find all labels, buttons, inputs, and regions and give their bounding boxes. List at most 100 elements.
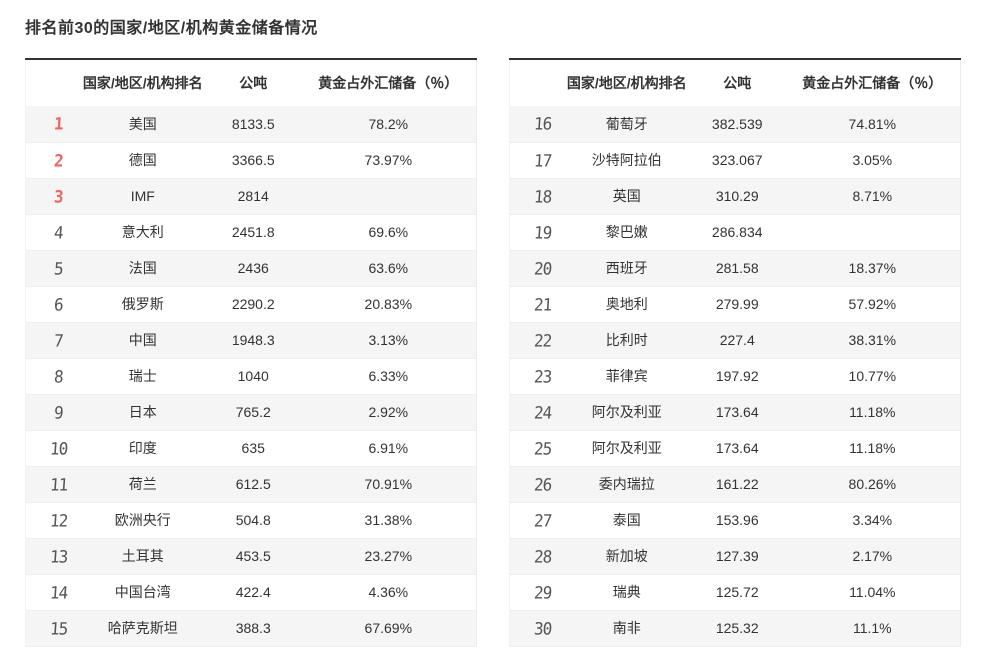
- tonnes-cell: 2290.2: [231, 296, 275, 312]
- country-cell: 委内瑞拉: [598, 476, 655, 492]
- tonnes-cell: 153.96: [715, 512, 759, 528]
- pct-cell: 69.6%: [368, 224, 409, 240]
- pct-cell: 11.18%: [849, 440, 896, 456]
- rank-cell: 30: [510, 610, 564, 646]
- tonnes-cell: 8133.5: [231, 115, 275, 132]
- table-row: 7 中国 1948.3 3.13%: [25, 322, 477, 358]
- tonnes-cell: 323.067: [711, 152, 763, 168]
- table-row: 3 IMF 2814: [25, 178, 477, 214]
- pct-cell: 20.83%: [364, 296, 413, 312]
- pct-cell: 70.91%: [364, 476, 413, 492]
- country-cell: 新加坡: [605, 548, 648, 564]
- pct-cell: 23.27%: [364, 548, 413, 564]
- table-row: 28 新加坡 127.39 2.17%: [509, 538, 961, 574]
- tonnes-cell: 504.8: [235, 512, 271, 528]
- pct-cell: 3.05%: [852, 152, 893, 168]
- rank-number: 28: [532, 546, 552, 566]
- rank-number: 10: [48, 438, 68, 458]
- pct-cell: 6.33%: [368, 368, 409, 384]
- country-cell: 南非: [612, 620, 641, 636]
- country-cell: 阿尔及利亚: [591, 440, 662, 456]
- rank-column-header: [509, 59, 564, 106]
- pct-cell: 2.92%: [368, 404, 409, 420]
- rank-number: 20: [532, 258, 552, 278]
- tables-container: 国家/地区/机构排名 公吨 黄金占外汇储备（％） 1 美国 8133.5 78.2% 2…: [25, 58, 989, 647]
- tonnes-cell: 310.29: [715, 188, 759, 204]
- country-cell: 中国台湾: [114, 584, 171, 600]
- pct-cell: 63.6%: [368, 260, 409, 276]
- table-row: 11 荷兰 612.5 70.91%: [25, 466, 477, 502]
- tonnes-cell: 279.99: [715, 296, 759, 312]
- country-cell: 印度: [128, 440, 157, 456]
- name-column-header: 国家/地区/机构排名: [563, 59, 690, 106]
- name-column-header: 国家/地区/机构排名: [79, 59, 206, 106]
- pct-cell: [301, 178, 477, 214]
- rank-number: 27: [532, 510, 552, 530]
- table-row: 5 法国 2436 63.6%: [25, 250, 477, 286]
- rank-number: 6: [53, 294, 64, 314]
- tonnes-cell: 161.22: [715, 476, 759, 492]
- tonnes-cell: 1040: [237, 368, 269, 384]
- rank-number: 30: [532, 618, 552, 638]
- rank-number: 25: [532, 438, 552, 458]
- table-row: 1 美国 8133.5 78.2%: [25, 106, 477, 142]
- rank-number: 21: [532, 294, 552, 314]
- pct-cell: 73.97%: [364, 152, 413, 168]
- rank-number: 11: [48, 474, 68, 494]
- rank-cell: 12: [26, 502, 80, 538]
- country-cell: 英国: [612, 188, 641, 204]
- table-row: 30 南非 125.32 11.1%: [509, 610, 961, 646]
- tonnes-cell: 382.539: [711, 115, 763, 132]
- rank-cell: 18: [510, 178, 564, 214]
- rank-cell: 2: [26, 142, 80, 178]
- tonnes-cell: 197.92: [715, 368, 759, 384]
- pct-cell: 3.13%: [368, 332, 409, 348]
- rank-cell: 23: [510, 358, 564, 394]
- rank-number: 12: [48, 510, 68, 530]
- pct-cell: 67.69%: [364, 620, 413, 636]
- rank-cell: 19: [510, 214, 564, 250]
- table-header-row: 国家/地区/机构排名 公吨 黄金占外汇储备（％）: [509, 59, 961, 106]
- rank-number: 24: [532, 402, 552, 422]
- table-row: 22 比利时 227.4 38.31%: [509, 322, 961, 358]
- table-row: 6 俄罗斯 2290.2 20.83%: [25, 286, 477, 322]
- table-body-right: 16 葡萄牙 382.539 74.81% 17 沙特阿拉伯 323.067 3.05% 18 英…: [509, 106, 961, 646]
- rank-number: 4: [53, 222, 64, 242]
- pct-cell: 6.91%: [368, 440, 409, 456]
- rank-cell: 28: [510, 538, 564, 574]
- rank-cell: 4: [26, 214, 80, 250]
- country-cell: 比利时: [605, 332, 648, 348]
- pct-cell: 31.38%: [364, 512, 413, 528]
- table-row: 18 英国 310.29 8.71%: [509, 178, 961, 214]
- rank-cell: 29: [510, 574, 564, 610]
- rank-cell: 6: [26, 286, 80, 322]
- rank-cell: 24: [510, 394, 564, 430]
- tonnes-cell: 125.32: [715, 620, 759, 636]
- rank-number: 14: [48, 582, 68, 602]
- pct-cell: 3.34%: [852, 512, 893, 528]
- table-row: 15 哈萨克斯坦 388.3 67.69%: [25, 610, 477, 646]
- tonnes-column-header: 公吨: [689, 59, 785, 106]
- country-cell: 黎巴嫩: [605, 224, 648, 240]
- tonnes-cell: 2436: [237, 260, 269, 276]
- country-cell: 瑞士: [128, 368, 157, 384]
- tonnes-cell: 765.2: [235, 404, 271, 420]
- tonnes-cell: 422.4: [235, 584, 271, 600]
- tonnes-cell: 227.4: [719, 332, 755, 348]
- table-row: 23 菲律宾 197.92 10.77%: [509, 358, 961, 394]
- pct-cell: 78.2%: [368, 115, 409, 132]
- rank-cell: 20: [510, 250, 564, 286]
- rank-cell: 15: [26, 610, 80, 646]
- rank-cell: 5: [26, 250, 80, 286]
- tonnes-column-header: 公吨: [205, 59, 301, 106]
- rank-cell: 25: [510, 430, 564, 466]
- pct-cell: 10.77%: [848, 368, 897, 384]
- tonnes-cell: 2814: [237, 188, 269, 204]
- gold-reserves-table-left: 国家/地区/机构排名 公吨 黄金占外汇储备（％） 1 美国 8133.5 78.2% 2…: [25, 58, 477, 647]
- rank-number: 17: [532, 150, 552, 170]
- country-cell: 法国: [128, 260, 157, 276]
- country-cell: 土耳其: [121, 548, 164, 564]
- tonnes-cell: 612.5: [235, 476, 271, 492]
- rank-number: 13: [48, 546, 68, 566]
